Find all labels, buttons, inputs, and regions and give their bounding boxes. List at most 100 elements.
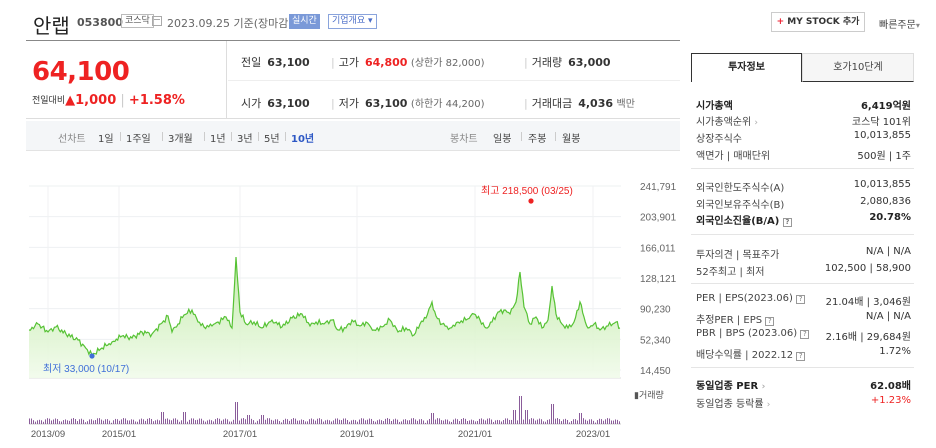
volume-bar: [245, 419, 246, 424]
volume-bar: [581, 413, 582, 424]
volume-bar: [153, 421, 154, 424]
volume-bar: [219, 418, 220, 424]
current-price: 64,100: [32, 57, 130, 87]
volume-bar: [229, 421, 230, 424]
volume-bar: [199, 418, 200, 424]
period-10y[interactable]: 10년: [291, 134, 315, 145]
volume-bar: [61, 421, 62, 424]
volume-bar: [603, 420, 604, 424]
volume-bar: [551, 404, 552, 424]
volume-bar: [117, 419, 118, 424]
help-icon[interactable]: ?: [800, 330, 810, 339]
period-1d[interactable]: 1일: [98, 134, 114, 145]
volume-bar: [555, 418, 556, 424]
volume-bar: [243, 418, 244, 424]
volume-bar: [493, 421, 494, 424]
volume-bar: [569, 422, 570, 424]
period-3m[interactable]: 3개월: [168, 134, 193, 145]
realtime-button[interactable]: 실시간: [289, 14, 320, 29]
volume-bar: [81, 418, 82, 424]
volume-bar: [267, 418, 268, 424]
volume-bar: [585, 419, 586, 424]
volume-bar: [311, 418, 312, 424]
volume-bar: [191, 418, 192, 424]
volume-bar: [459, 421, 460, 424]
volume-bar: [589, 419, 590, 424]
volume-bar: [535, 420, 536, 424]
volume-bar: [427, 420, 428, 424]
low-label: 최저 33,000 (10/17): [43, 363, 129, 375]
volume-bar: [563, 419, 564, 424]
help-icon[interactable]: ?: [765, 317, 775, 326]
tab-invest-info[interactable]: 투자정보: [691, 53, 802, 82]
trade-amount: | 거래대금 4,036 백만: [524, 97, 635, 110]
quick-order-button[interactable]: 빠른주문▾: [879, 20, 920, 31]
volume-bar: [141, 418, 142, 424]
period-5y[interactable]: 5년: [264, 134, 280, 145]
volume-bar: [209, 419, 210, 424]
volume-bar: [533, 418, 534, 424]
volume-bar: [89, 419, 90, 424]
help-icon[interactable]: ?: [796, 295, 806, 304]
volume-bar: [313, 419, 314, 424]
volume-bar: [181, 420, 182, 424]
volume-bar: [111, 422, 112, 424]
volume-bar: [133, 419, 134, 424]
high-point: [528, 198, 534, 204]
period-3y[interactable]: 3년: [237, 134, 253, 145]
volume-bar: [67, 420, 68, 424]
volume-bar: [615, 419, 616, 424]
volume-bar: [465, 418, 466, 424]
volume-bar: [103, 420, 104, 424]
mystock-add-button[interactable]: + MY STOCK 추가: [771, 12, 865, 32]
company-overview-button[interactable]: 기업개요 ▾: [328, 14, 377, 29]
y-tick-label: 14,450: [640, 366, 671, 377]
period-1w[interactable]: 1주일: [126, 134, 151, 145]
volume-bar: [547, 419, 548, 424]
volume-bar: [515, 410, 516, 424]
chevron-right-icon: ›: [754, 118, 758, 128]
volume-bar: [451, 421, 452, 424]
volume-bar: [85, 422, 86, 424]
volume-bar: [187, 421, 188, 424]
volume-bar: [33, 420, 34, 424]
volume-bar: [499, 420, 500, 424]
volume-bar: [237, 402, 238, 424]
volume-bar: [49, 418, 50, 424]
volume-bar: [367, 419, 368, 424]
volume-bar: [395, 418, 396, 424]
volume-bar: [441, 420, 442, 424]
volume-bar: [241, 418, 242, 424]
candle-monthly[interactable]: 월봉: [562, 134, 581, 145]
volume-bar: [315, 420, 316, 424]
help-icon[interactable]: ?: [782, 218, 792, 227]
volume-bar: [63, 420, 64, 424]
volume-bar: [285, 418, 286, 424]
candle-chart-label: 봉차트: [450, 134, 478, 145]
price-summary: 64,100 전일대비▲1,000 | +1.58% 전일 63,100 | 고가 6…: [26, 40, 680, 119]
volume-bar: [475, 421, 476, 424]
volume-bar: [215, 419, 216, 424]
period-1y[interactable]: 1년: [210, 134, 226, 145]
volume-bar: [469, 420, 470, 424]
volume-bar: [131, 419, 132, 424]
volume-bar: [203, 420, 204, 424]
help-icon[interactable]: ?: [796, 352, 806, 361]
volume-bar: [525, 410, 526, 424]
volume-bar: [341, 420, 342, 424]
tab-hoga-10[interactable]: 호가10단계: [802, 53, 914, 82]
volume-bar: [377, 420, 378, 424]
volume-bar: [31, 418, 32, 424]
volume-bar: [579, 413, 580, 424]
candle-weekly[interactable]: 주봉: [528, 134, 547, 145]
volume-bar: [467, 421, 468, 424]
volume-bar: [407, 420, 408, 424]
volume-bar: [439, 418, 440, 424]
volume-bar: [151, 418, 152, 424]
volume-bar: [541, 419, 542, 424]
price-area: [29, 257, 620, 378]
candle-daily[interactable]: 일봉: [493, 134, 512, 145]
volume-bar: [413, 418, 414, 424]
y-tick-label: 203,901: [640, 213, 677, 224]
volume-bar: [221, 420, 222, 424]
